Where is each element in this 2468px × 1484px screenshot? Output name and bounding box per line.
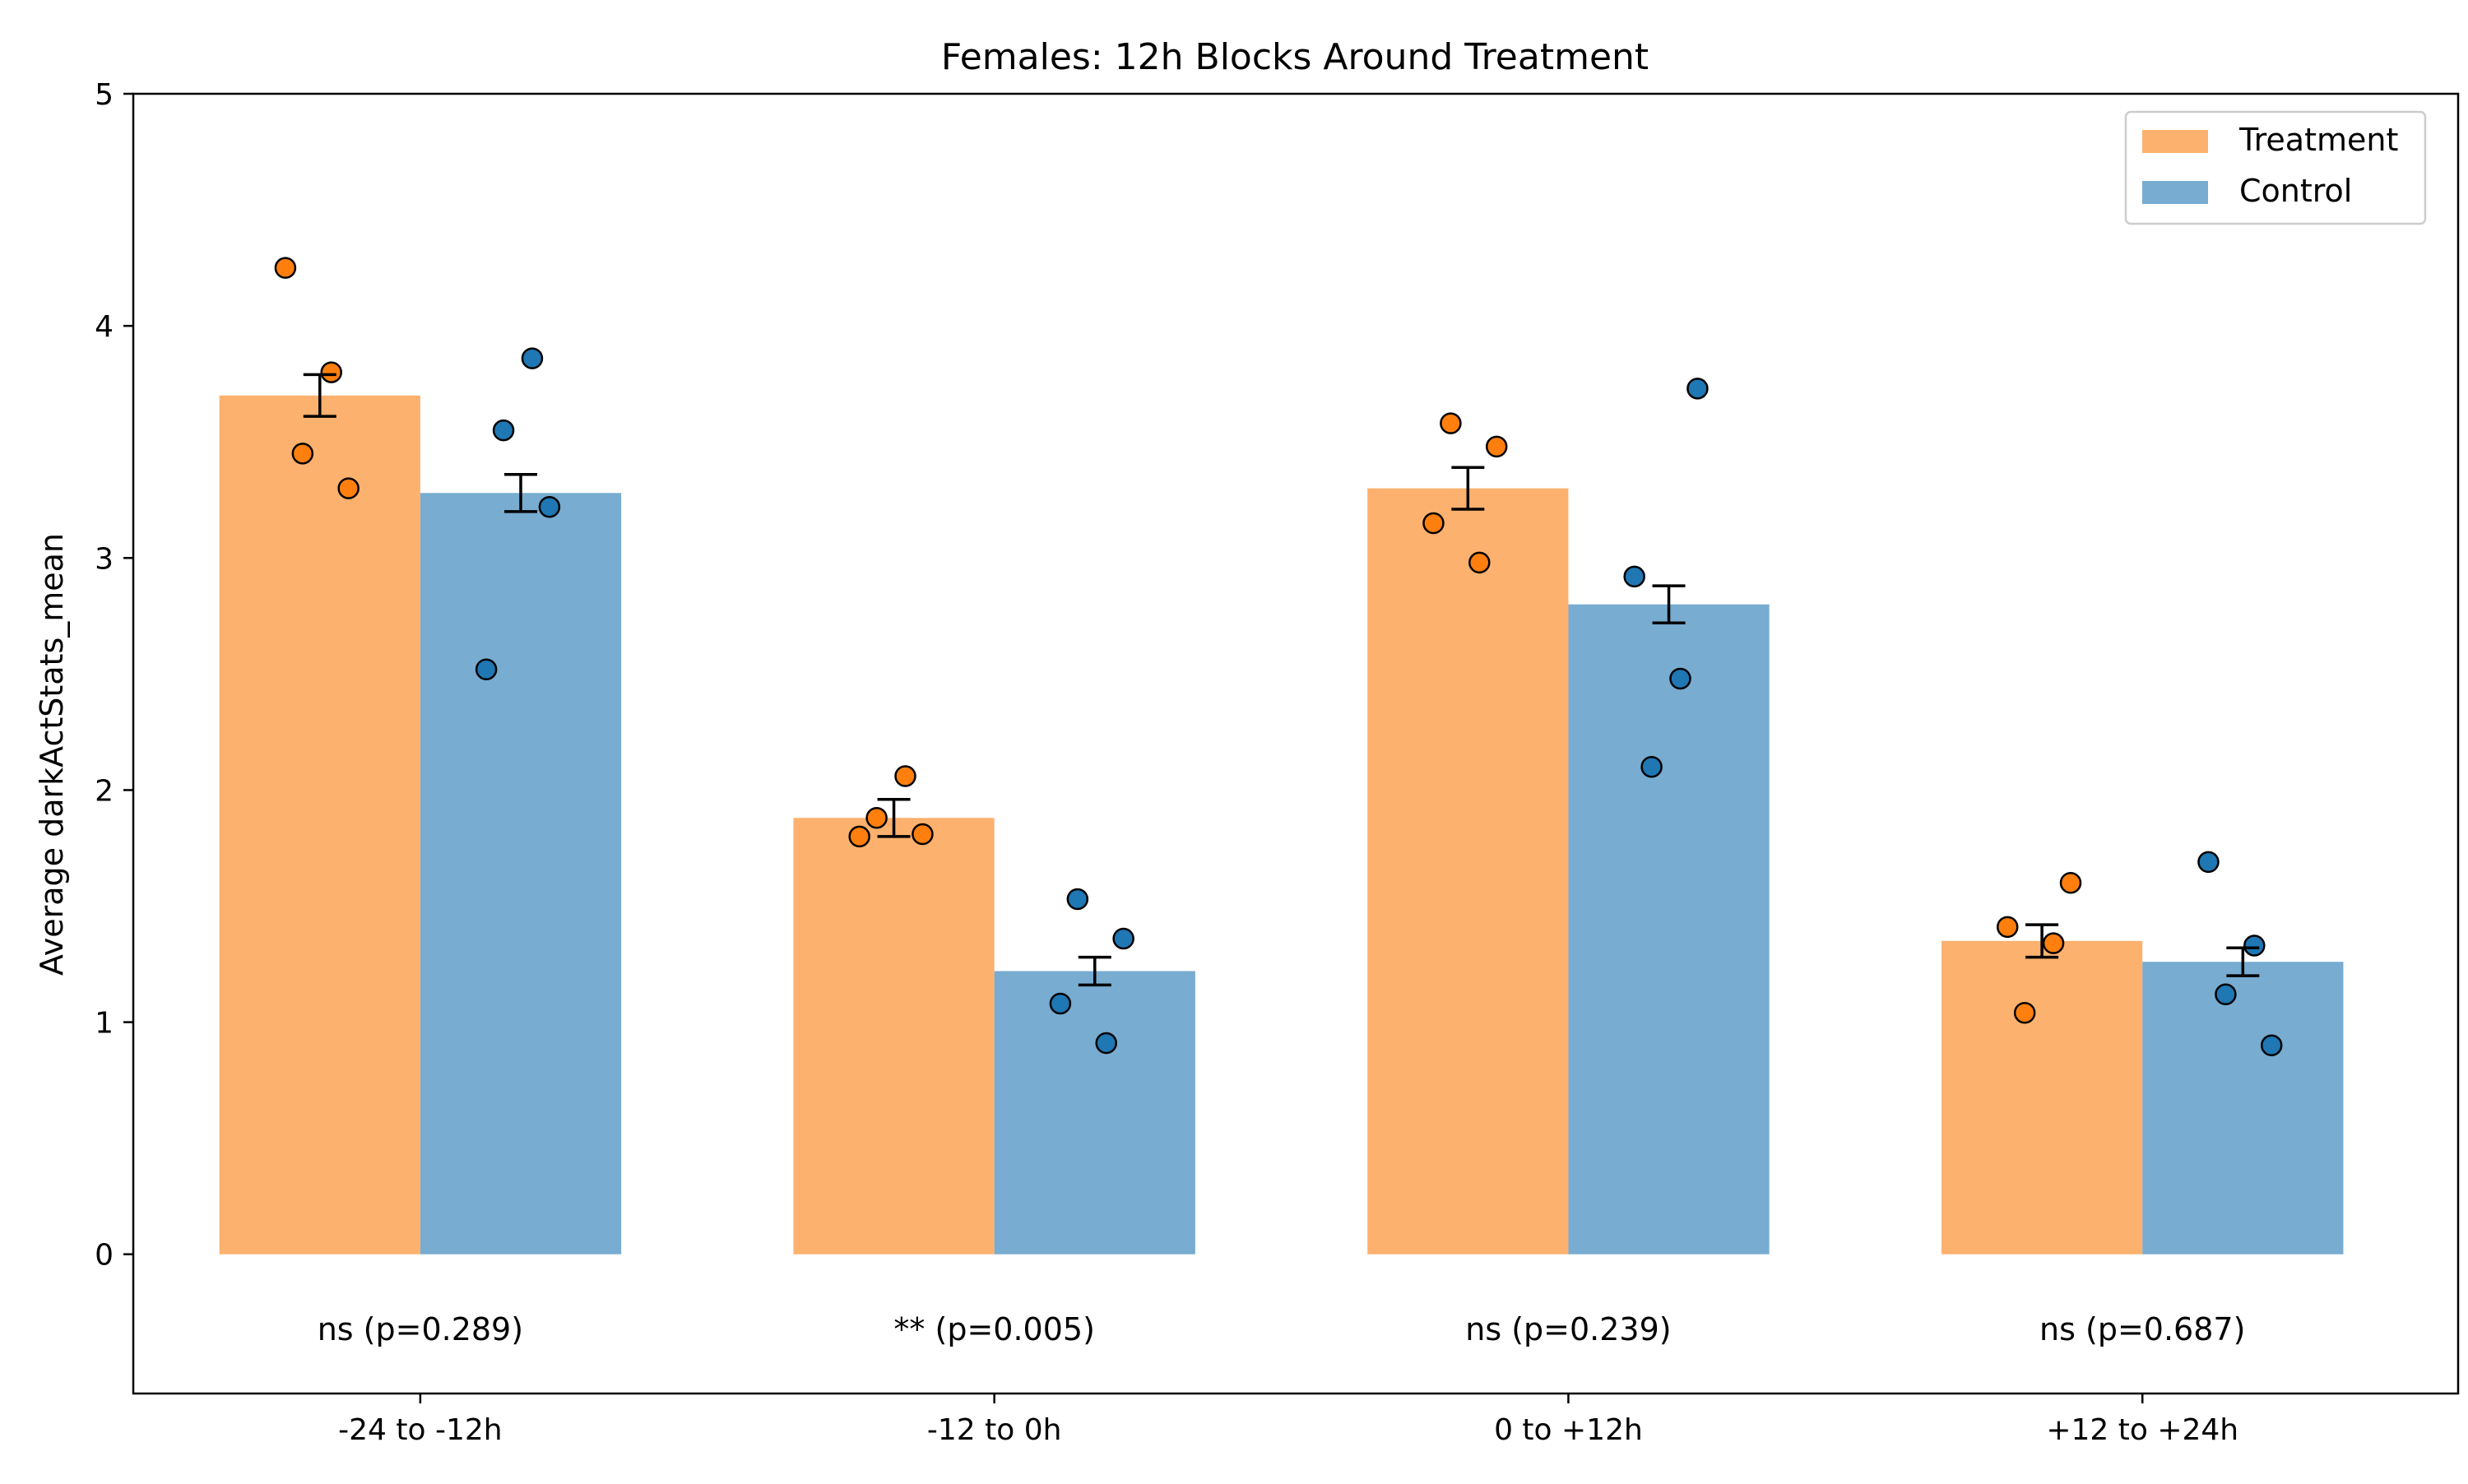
data-point-control bbox=[1623, 565, 1645, 588]
x-tick-label: 0 to +12h bbox=[1494, 1413, 1643, 1447]
data-point-treatment bbox=[1996, 916, 2019, 939]
x-tick-label: +12 to +24h bbox=[2046, 1413, 2238, 1447]
data-point-control bbox=[521, 347, 544, 369]
data-point-treatment bbox=[320, 361, 342, 383]
legend-swatch-treatment bbox=[2142, 130, 2208, 153]
plot-frame bbox=[132, 92, 2460, 1395]
y-tick-label: 5 bbox=[95, 78, 114, 112]
bar-treatment bbox=[793, 818, 995, 1254]
data-point-control bbox=[2215, 983, 2237, 1005]
data-point-treatment bbox=[1440, 412, 1462, 434]
data-point-treatment bbox=[1485, 435, 1508, 458]
data-point-treatment bbox=[912, 823, 934, 846]
significance-annotation: ns (p=0.239) bbox=[1465, 1311, 1671, 1347]
data-point-control bbox=[1049, 992, 1072, 1015]
bar-treatment bbox=[1941, 940, 2143, 1254]
data-point-control bbox=[1686, 378, 1709, 400]
bar-control bbox=[420, 493, 622, 1254]
data-point-treatment bbox=[848, 825, 870, 848]
data-point-control bbox=[1669, 667, 1691, 690]
data-point-treatment bbox=[274, 257, 297, 279]
bar-treatment bbox=[1367, 488, 1569, 1254]
x-tick-label: -24 to -12h bbox=[338, 1413, 502, 1447]
data-point-treatment bbox=[337, 477, 360, 499]
data-point-control bbox=[2260, 1034, 2283, 1057]
y-tick-label: 2 bbox=[95, 774, 114, 808]
data-point-control bbox=[1640, 755, 1663, 778]
bar-treatment bbox=[219, 395, 420, 1254]
data-point-treatment bbox=[894, 765, 916, 787]
significance-annotation: ns (p=0.289) bbox=[318, 1311, 523, 1347]
legend: Treatment Control bbox=[2124, 110, 2427, 225]
plot-area: 0 1 2 3 4 5 -24 to -12h -12 to 0h 0 to +12h +12 t… bbox=[95, 78, 2344, 1447]
data-point-treatment bbox=[1468, 551, 1491, 574]
data-point-control bbox=[2197, 851, 2220, 874]
data-point-treatment bbox=[2013, 1002, 2036, 1024]
y-tick-label: 3 bbox=[95, 542, 114, 576]
data-point-control bbox=[492, 419, 515, 442]
y-axis-label: Average darkActStats_mean bbox=[34, 533, 70, 976]
data-point-control bbox=[2243, 934, 2266, 957]
data-point-treatment bbox=[2059, 872, 2082, 894]
bar-control bbox=[2142, 962, 2344, 1254]
y-tick-label: 0 bbox=[95, 1239, 114, 1273]
bar-control bbox=[1568, 604, 1770, 1254]
data-point-control bbox=[1066, 888, 1089, 911]
data-point-treatment bbox=[1422, 512, 1445, 535]
data-point-treatment bbox=[865, 807, 888, 829]
significance-annotation: ns (p=0.687) bbox=[2039, 1311, 2245, 1347]
bar-control bbox=[994, 971, 1195, 1254]
data-point-control bbox=[538, 495, 561, 518]
x-tick-label: -12 to 0h bbox=[927, 1413, 1062, 1447]
legend-label-treatment: Treatment bbox=[2238, 122, 2398, 158]
legend-label-control: Control bbox=[2239, 173, 2352, 209]
data-point-control bbox=[1112, 927, 1134, 950]
y-tick-label: 4 bbox=[95, 310, 114, 344]
significance-annotation: ** (p=0.005) bbox=[893, 1311, 1094, 1347]
data-point-control bbox=[1095, 1032, 1117, 1055]
y-tick-label: 1 bbox=[95, 1007, 114, 1041]
chart-title: Females: 12h Blocks Around Treatment bbox=[941, 36, 1649, 78]
data-point-treatment bbox=[291, 443, 314, 465]
data-point-control bbox=[475, 658, 498, 680]
legend-swatch-control bbox=[2142, 181, 2208, 204]
data-point-treatment bbox=[2042, 932, 2065, 954]
